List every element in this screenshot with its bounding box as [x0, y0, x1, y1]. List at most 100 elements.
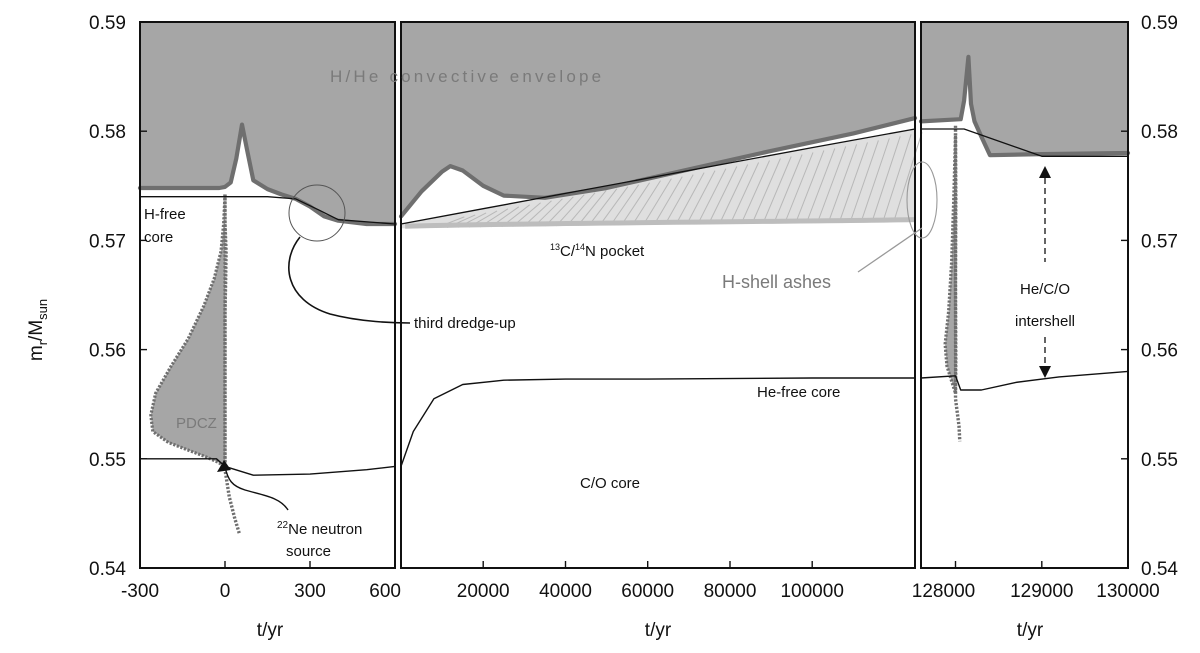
panel-frames: [139, 21, 1129, 569]
y-label-sub-r: r: [35, 340, 50, 345]
ashes-hatch: [577, 190, 607, 226]
ashes-hatch: [632, 180, 661, 225]
ashes-hatch: [882, 134, 912, 222]
ashes-hatch: [795, 150, 825, 223]
ashes-hatch: [664, 174, 694, 225]
y-tick-label-right: 0.59: [1141, 13, 1178, 34]
x-tick-label: 100000: [780, 581, 843, 602]
ashes-hatch: [610, 184, 640, 226]
pocket-text: N pocket: [585, 243, 645, 260]
panel-frame-2: [400, 21, 916, 569]
x-tick-label: 130000: [1096, 581, 1159, 602]
ashes-hatch: [784, 152, 814, 223]
ashes-hatch: [860, 138, 890, 222]
ashes-hatch: [599, 186, 629, 226]
ashes-hatch: [555, 194, 585, 227]
y-label-m: m: [26, 345, 47, 361]
curves: [137, 54, 1131, 534]
ashes-hatch: [697, 168, 727, 225]
y-label-slash-m: /M: [26, 320, 47, 341]
y-tick-label-left: 0.59: [89, 13, 126, 34]
ashes-hatch: [686, 170, 716, 225]
neon-source-arrowhead: [217, 460, 231, 472]
h-free-core-label-1: H-free: [144, 206, 186, 223]
x-tick-label: 600: [369, 581, 401, 602]
y-tick-label-right: 0.56: [1141, 341, 1178, 362]
envelope-fill-2: [401, 22, 915, 217]
x-tick-label: 60000: [621, 581, 674, 602]
h-free-core-label-2: core: [144, 229, 173, 246]
y-label-sub-sun: sun: [35, 299, 50, 320]
series-line-2: [139, 196, 396, 225]
ashes-hatch: [588, 188, 618, 226]
pdcz-zone-1: [149, 194, 227, 470]
ashes-hatch: [719, 164, 749, 224]
tick-marks: [139, 21, 1129, 569]
ashes-leader: [857, 227, 923, 273]
x-axis-label-2: t/yr: [645, 620, 672, 641]
intershell-label-1: He/C/O: [1020, 281, 1070, 298]
intershell-arrowhead-top: [1039, 166, 1051, 178]
ashes-hatch: [773, 154, 803, 223]
third-dredge-up-leader: [288, 236, 411, 324]
ashes-hatch: [730, 162, 760, 224]
panel-frame-3: [920, 21, 1129, 569]
tick-labels: -300 0 300 600 20000 40000 60000 80000 100000 128…: [89, 13, 1178, 602]
intershell-arrowhead-bottom: [1039, 366, 1051, 378]
y-tick-label-left: 0.56: [89, 341, 126, 362]
convective-zones: [140, 22, 1128, 470]
y-tick-label-right: 0.57: [1141, 231, 1178, 252]
y-tick-label-left: 0.58: [89, 122, 126, 143]
x-tick-label: 128000: [912, 581, 975, 602]
envelope-label: H/He convective envelope: [330, 67, 604, 86]
neon-source-leader: [224, 466, 289, 511]
neon-source-sup: 22: [277, 520, 289, 531]
series-line-5: [400, 128, 916, 225]
pocket-label: 13C/14N pocket: [550, 242, 645, 260]
series-line-7: [918, 54, 1131, 158]
ashes-hatch: [653, 176, 683, 225]
ashes-hatch: [817, 146, 847, 223]
h-shell-ashes-region: [401, 129, 923, 229]
panel-frame-1: [139, 21, 396, 569]
series-line-8: [920, 128, 1129, 157]
y-axis-label: mr/Msun: [26, 299, 50, 361]
y-tick-label-left: 0.57: [89, 231, 126, 252]
ashes-hatch: [708, 166, 738, 224]
pdcz-zone-2: [943, 133, 958, 394]
ashes-hatch: [849, 140, 879, 222]
x-tick-label: 300: [294, 581, 326, 602]
ashes-hatch: [621, 182, 651, 226]
x-tick-label: 80000: [704, 581, 757, 602]
co-core-label: C/O core: [580, 475, 640, 492]
pocket-mid: C/: [560, 243, 576, 260]
series-line-9: [920, 370, 1129, 391]
pocket-sup-14: 14: [575, 242, 585, 252]
y-tick-label-right: 0.58: [1141, 122, 1178, 143]
x-tick-label: 129000: [1010, 581, 1073, 602]
y-tick-label-right: 0.54: [1141, 559, 1178, 580]
pdcz-label: PDCZ: [176, 415, 217, 432]
pocket-sup-13: 13: [550, 242, 560, 252]
ashes-hatch: [893, 132, 923, 221]
ashes-hatch: [871, 136, 901, 222]
ashes-hatch: [741, 160, 770, 224]
ashes-hatch: [566, 192, 596, 227]
series-line-1: [137, 122, 398, 227]
ashes-band: [401, 129, 915, 229]
ashes-hatch: [544, 196, 574, 227]
ashes-ellipse: [906, 161, 938, 239]
pdcz-inner-edge-2: [953, 125, 962, 442]
x-tick-label: -300: [121, 581, 159, 602]
intershell-label-2: intershell: [1015, 313, 1075, 330]
series-line-3: [139, 458, 396, 476]
ashes-hatch: [675, 172, 705, 225]
envelope-fill-3: [921, 22, 1128, 156]
pocket-band: [405, 217, 916, 229]
series-line-4: [398, 116, 918, 219]
ashes-hatch: [839, 142, 868, 222]
y-tick-label-right: 0.55: [1141, 450, 1178, 471]
neon-source-label-1: 22Ne neutron: [277, 520, 362, 538]
x-axis-label-1: t/yr: [257, 620, 284, 641]
